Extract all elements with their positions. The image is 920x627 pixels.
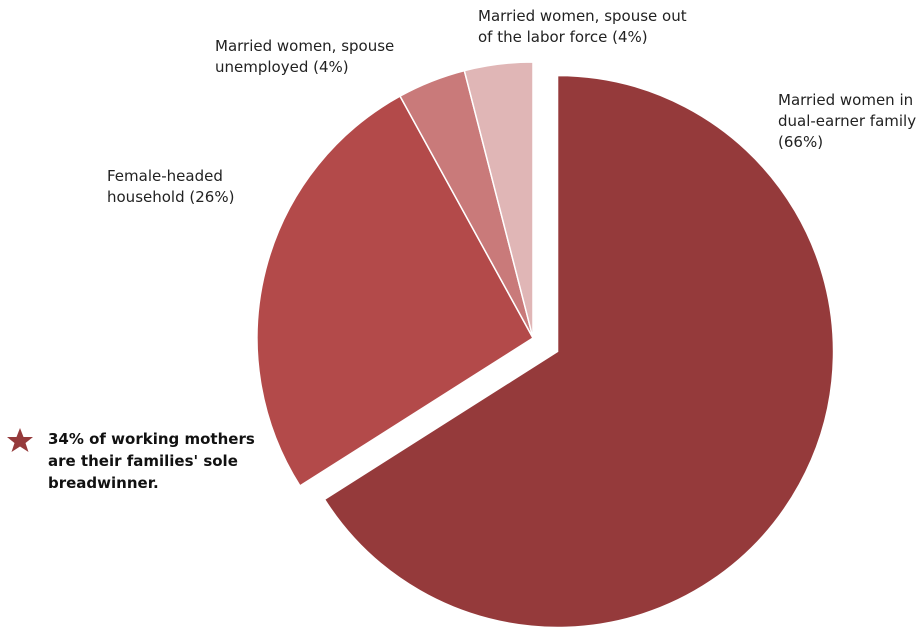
value-label: (4%) xyxy=(313,58,349,76)
pie-slice xyxy=(323,74,835,627)
category-label: Married women, spouse unemployed xyxy=(215,37,395,76)
annotation: 34% of working mothers are their familie… xyxy=(48,430,255,492)
slice-label: Married women, spouse out of the labor f… xyxy=(478,6,693,48)
category-label: Married women in dual-earner family xyxy=(778,91,917,130)
slice-label: Married women in dual-earner family (66%… xyxy=(778,90,918,153)
category-label: Female-headed household xyxy=(107,167,223,206)
slice-label: Married women, spouse unemployed (4%) xyxy=(215,36,430,78)
value-label: (4%) xyxy=(612,28,648,46)
pie-slice xyxy=(256,95,534,487)
value-label: (66%) xyxy=(778,133,824,151)
value-label: (26%) xyxy=(189,188,235,206)
star-icon xyxy=(7,428,33,452)
pie-slice xyxy=(463,61,534,339)
category-label: Married women, spouse out of the labor f… xyxy=(478,7,687,46)
slice-label: Female-headed household (26%) xyxy=(107,166,267,208)
